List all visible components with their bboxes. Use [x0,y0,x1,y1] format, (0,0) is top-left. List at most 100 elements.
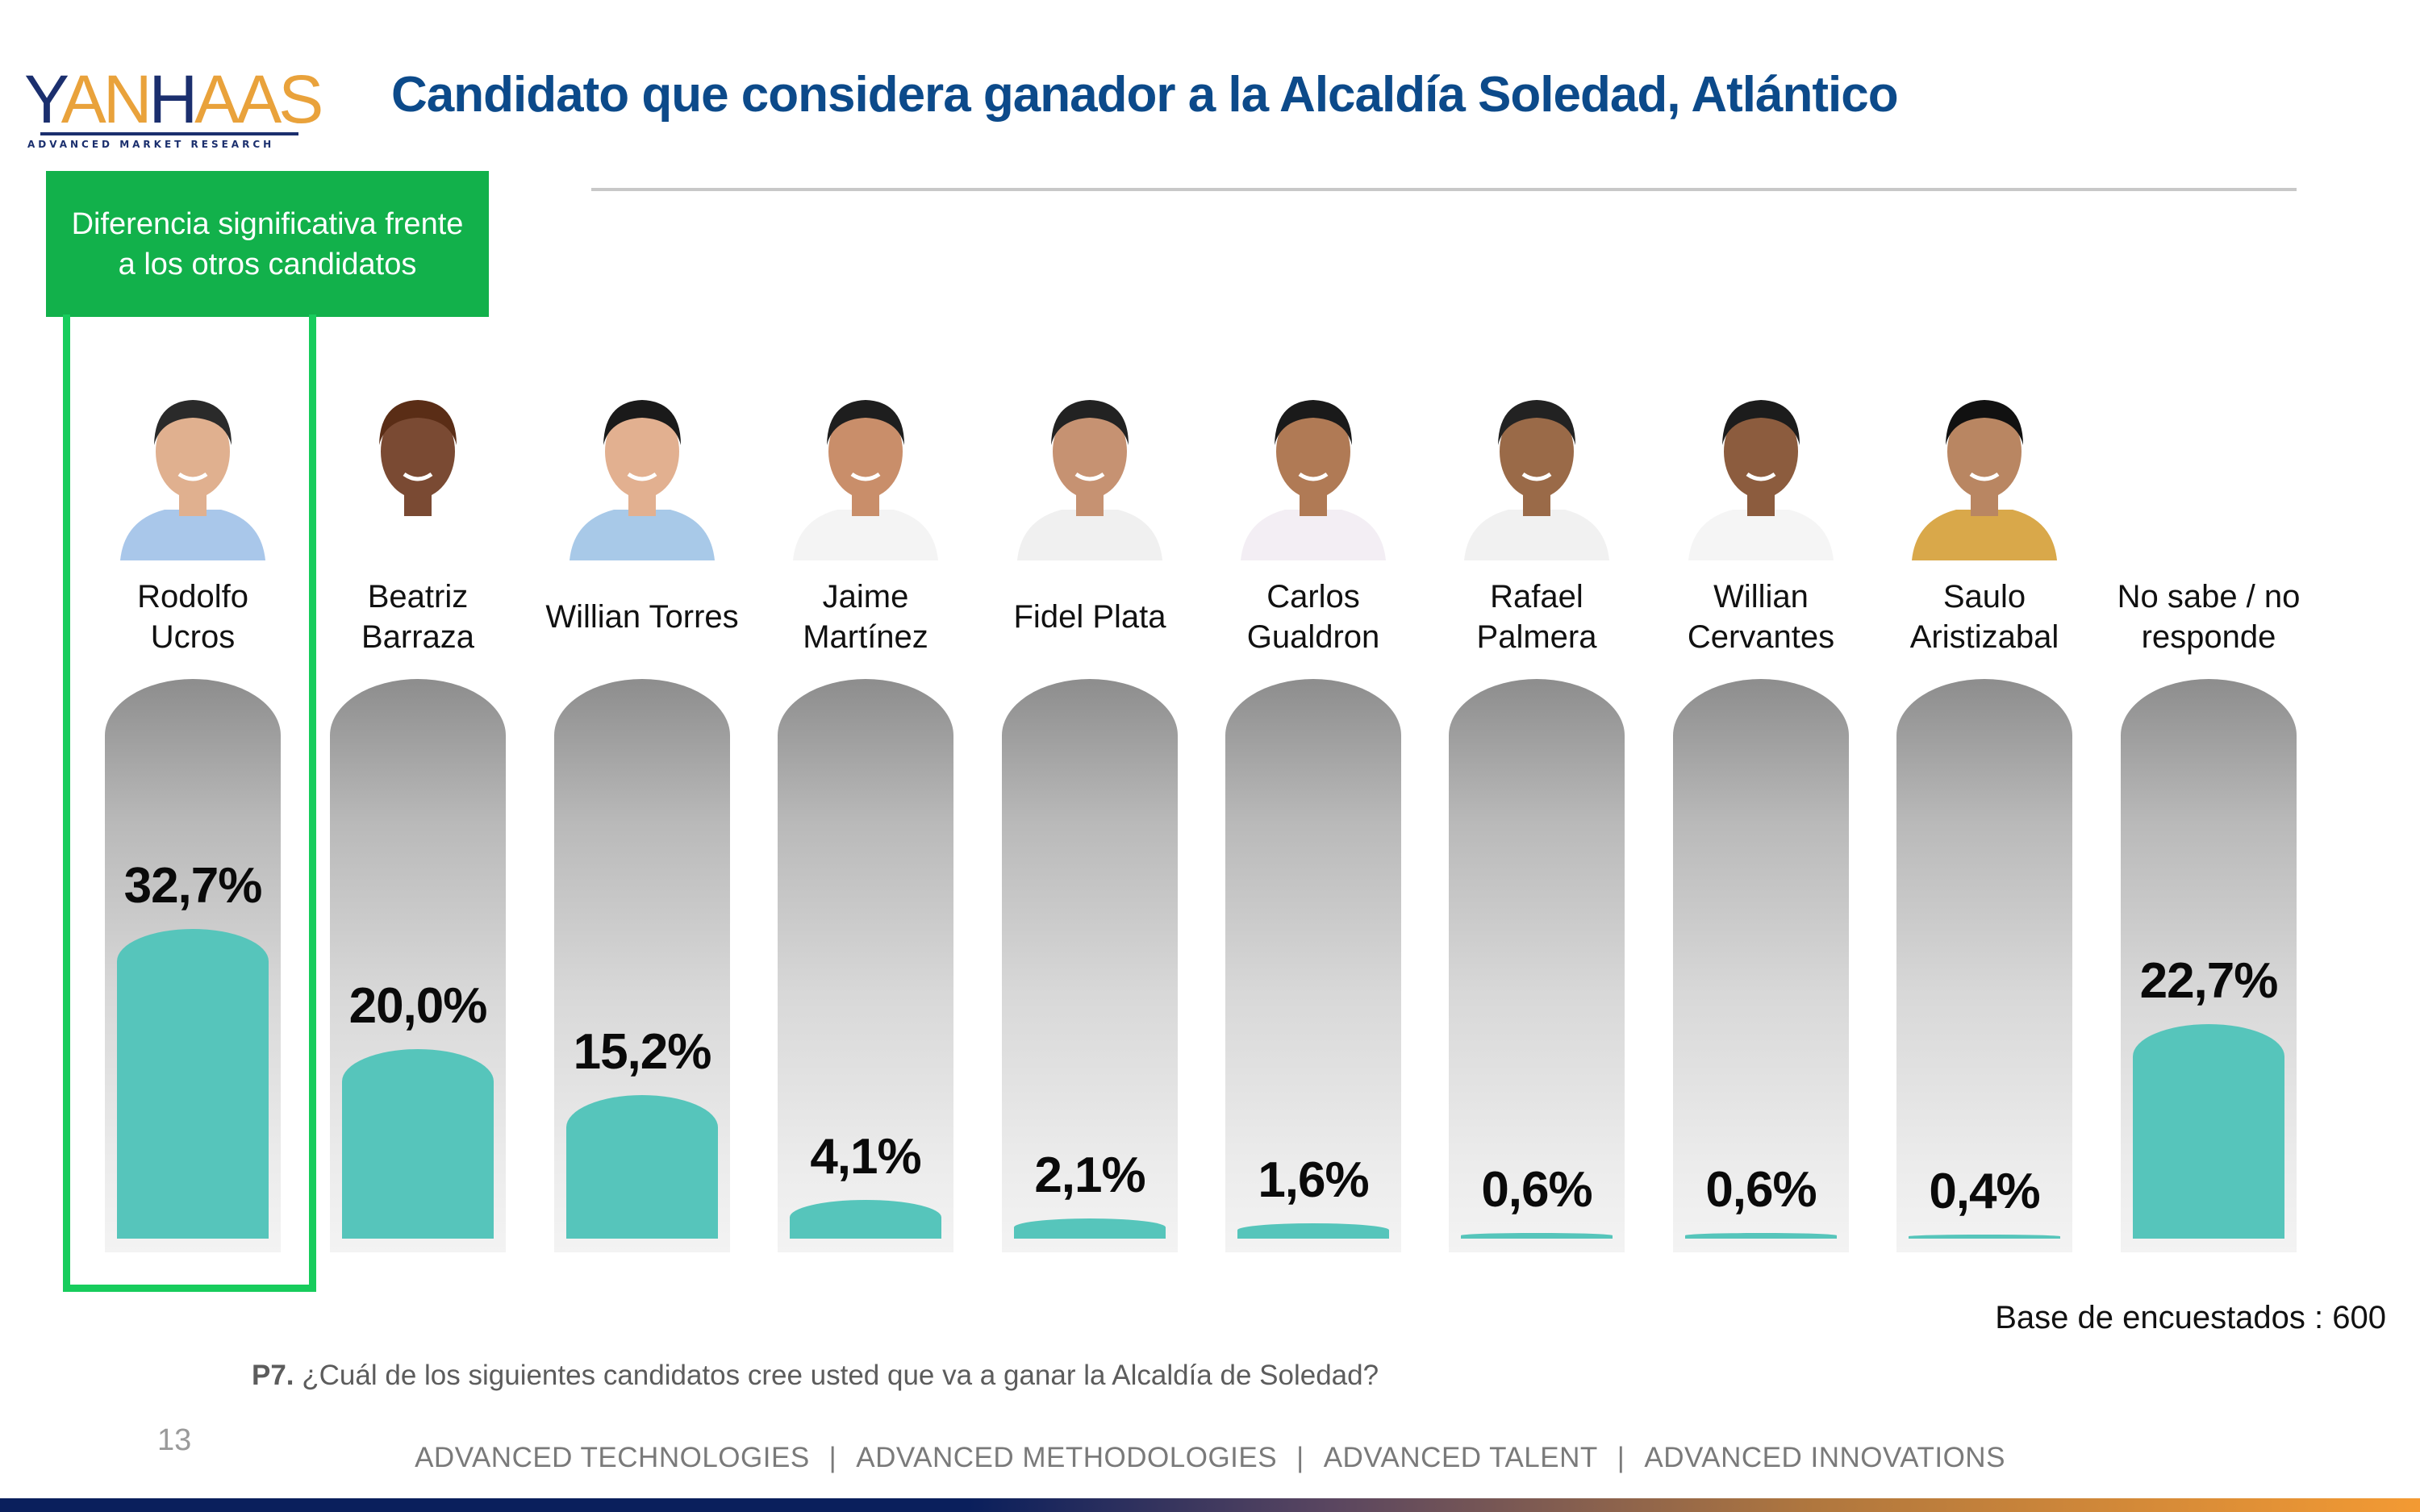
page-number: 13 [157,1423,192,1457]
data-label: 1,6% [1258,1152,1369,1209]
candidate-name-line: Cervantes [1687,619,1835,655]
candidate-photo [1013,371,1166,560]
significance-callout: Diferencia significativa frente a los ot… [46,171,489,317]
candidate-column: Saulo Aristizabal 0,4% [1876,355,2093,1266]
candidate-name-line: Beatriz [367,579,469,614]
candidate-photo [565,371,719,560]
candidate-name: Willian Torres [533,573,751,661]
tagline-separator: | [1296,1442,1304,1473]
logo-tagline: ADVANCED MARKET RESEARCH [27,139,275,150]
candidate-photo [789,371,942,560]
candidate-name-line: Martínez [803,619,928,655]
candidate-name: Carlos Gualdron [1204,573,1422,661]
candidate-photo [341,371,494,560]
candidate-name-line: Rafael [1490,579,1583,614]
bar-track: 15,2% [554,679,730,1252]
bar-fill [342,1049,494,1239]
candidate-name: Fidel Plata [981,573,1199,661]
data-label: 0,6% [1481,1161,1592,1218]
candidate-name-line: responde [2141,619,2276,655]
title-divider [591,188,2297,191]
bar-fill [1461,1232,1613,1239]
candidate-name-line: Fidel Plata [1013,599,1166,635]
bar-fill [117,929,269,1239]
data-label: 2,1% [1034,1148,1145,1204]
candidate-name-line: No sabe / no [2117,579,2301,614]
logo-wordmark: YANHAAS [24,61,323,137]
data-label: 32,7% [123,858,263,914]
candidate-name: Beatriz Barraza [309,573,527,661]
bar-track: 2,1% [1002,679,1178,1252]
candidate-name: Willian Cervantes [1652,573,1870,661]
data-label: 15,2% [573,1023,712,1080]
candidate-name: Rodolfo Ucros [84,573,302,661]
bar-fill [1909,1235,2060,1239]
candidate-column: Beatriz Barraza 20,0% [309,355,527,1266]
candidate-name-line: Jaime [822,579,909,614]
tagline-separator: | [1617,1442,1625,1473]
brand-gradient-bar [0,1498,2420,1512]
candidate-name: Rafael Palmera [1428,573,1646,661]
candidate-name-line: Willian Torres [545,599,739,635]
candidate-photo [1237,371,1390,560]
bar-track: 0,6% [1449,679,1625,1252]
data-label: 20,0% [348,978,488,1035]
tagline-item: ADVANCED TECHNOLOGIES [415,1442,810,1473]
sample-base: Base de encuestados : 600 [1995,1300,2386,1335]
candidate-name-line: Barraza [361,619,475,655]
candidate-name-line: Willian [1713,579,1809,614]
candidate-photo [1908,371,2061,560]
bar-track: 20,0% [330,679,506,1252]
bar-track: 0,4% [1896,679,2072,1252]
candidate-photo [116,371,269,560]
tagline-separator: | [828,1442,837,1473]
candidate-name-line: Carlos [1266,579,1360,614]
data-label: 22,7% [2139,952,2279,1009]
yanhaas-logo: YANHAAS ADVANCED MARKET RESEARCH [24,61,323,150]
bar-track: 1,6% [1225,679,1401,1252]
candidate-column: Rodolfo Ucros 32,7% [84,355,302,1266]
candidate-column: Fidel Plata 2,1% [981,355,1199,1266]
bar-track: 4,1% [778,679,953,1252]
bar-track: 22,7% [2121,679,2297,1252]
candidate-name: No sabe / no responde [2100,573,2318,661]
candidate-name-line: Saulo [1942,579,2026,614]
candidate-name: Saulo Aristizabal [1876,573,2093,661]
tagline-item: ADVANCED METHODOLOGIES [856,1442,1278,1473]
candidate-column: No sabe / no responde 22,7% [2100,355,2318,1266]
candidate-name-line: Aristizabal [1909,619,2059,655]
bar-fill [566,1094,718,1239]
bar-fill [1014,1218,1166,1239]
page-title: Candidato que considera ganador a la Alc… [391,67,1899,123]
bar-fill [790,1199,941,1239]
candidate-name-line: Gualdron [1246,619,1380,655]
candidate-column: Rafael Palmera 0,6% [1428,355,1646,1266]
candidate-name-line: Ucros [150,619,236,655]
data-label: 4,1% [810,1128,921,1185]
candidate-name-line: Palmera [1476,619,1597,655]
bar-fill [1685,1232,1837,1239]
bar-fill [2133,1023,2284,1239]
question-text: ¿Cuál de los siguientes candidatos cree … [302,1360,1379,1391]
logo-underline [40,132,298,135]
candidate-column: Jaime Martínez 4,1% [757,355,974,1266]
candidate-column: Willian Cervantes 0,6% [1652,355,1870,1266]
candidate-name: Jaime Martínez [757,573,974,661]
candidate-column: Willian Torres 15,2% [533,355,751,1266]
highlight-outline [63,314,316,1292]
candidate-photo [1460,371,1613,560]
footer-tagline: ADVANCED TECHNOLOGIES | ADVANCED METHODOLO… [0,1442,2420,1474]
bar-track: 32,7% [105,679,281,1252]
significance-text: Diferencia significativa frente a los ot… [71,206,464,281]
survey-question: P7. ¿Cuál de los siguientes candidatos c… [252,1360,1379,1392]
tagline-item: ADVANCED TALENT [1323,1442,1598,1473]
candidate-column: Carlos Gualdron 1,6% [1204,355,1422,1266]
candidate-name-line: Rodolfo [137,579,248,614]
tagline-item: ADVANCED INNOVATIONS [1644,1442,2005,1473]
data-label: 0,4% [1929,1164,2040,1219]
data-label: 0,6% [1705,1161,1817,1218]
question-code: P7. [252,1360,294,1391]
candidate-photo [1684,371,1838,560]
bar-fill [1237,1223,1389,1239]
bar-track: 0,6% [1673,679,1849,1252]
